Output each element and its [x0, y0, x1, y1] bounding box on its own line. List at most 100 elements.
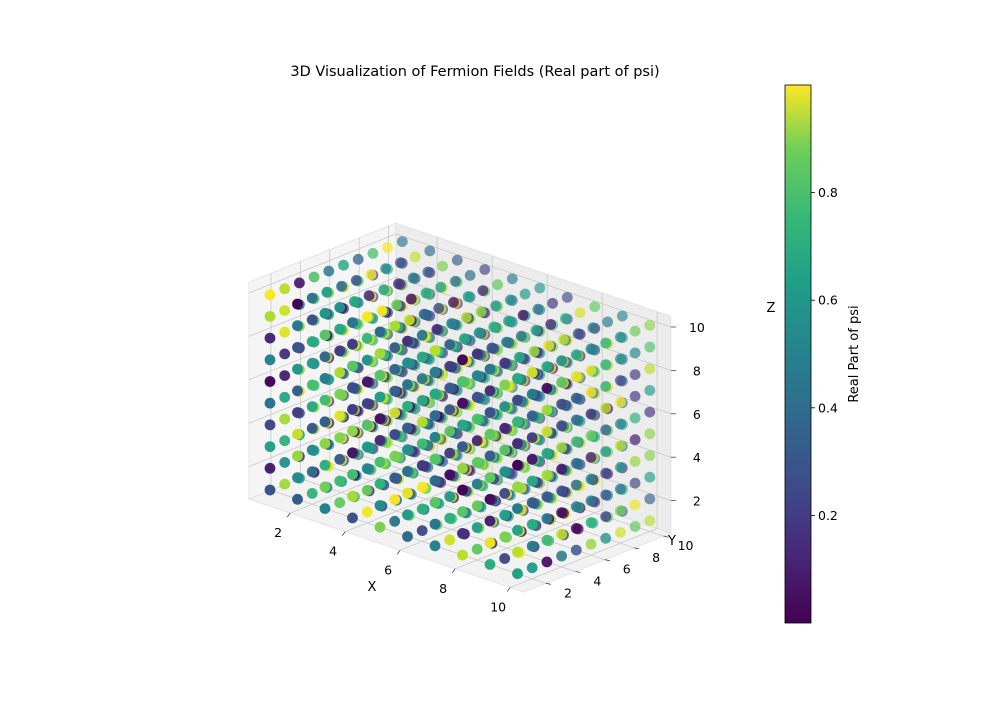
scatter-point: [437, 260, 448, 272]
scatter-point: [499, 444, 511, 456]
scatter-point: [471, 413, 483, 425]
scatter-point: [429, 345, 441, 356]
scatter-point: [644, 385, 656, 396]
grid-line: [248, 233, 397, 294]
y-tick-label-mark: [545, 582, 552, 585]
scatter-point: [306, 422, 318, 434]
scatter-point: [600, 402, 612, 414]
scatter-point: [574, 307, 586, 318]
scatter-point: [644, 319, 656, 331]
scatter-point: [585, 365, 597, 376]
x-tick-label: 10: [490, 600, 506, 615]
scatter-point: [374, 521, 386, 533]
scatter-point: [279, 478, 291, 490]
scatter-point: [644, 493, 656, 505]
scatter-point: [416, 416, 428, 428]
grid-line: [248, 363, 397, 424]
scatter-point: [484, 559, 496, 570]
scatter-point: [319, 459, 331, 471]
x-tick-label: 2: [274, 525, 282, 540]
scatter-point: [471, 500, 483, 512]
scatter-point: [526, 497, 538, 509]
scatter-point: [374, 369, 386, 381]
scatter-point: [279, 348, 291, 360]
scatter-point: [629, 521, 641, 532]
scatter-point: [416, 351, 428, 363]
scatter-point: [526, 540, 538, 552]
scatter-point: [541, 404, 553, 416]
scatter-point: [600, 381, 612, 392]
scatter-point: [444, 404, 456, 416]
scatter-point: [644, 363, 656, 375]
scatter-point: [471, 391, 483, 403]
scatter-point: [585, 538, 597, 550]
scatter-point: [409, 251, 421, 263]
scatter-point: [457, 376, 468, 387]
x-tick-label-mark: [286, 512, 291, 518]
scatter-point: [264, 354, 276, 366]
scatter-point: [512, 503, 523, 514]
scatter-point: [306, 488, 318, 499]
scatter-point: [308, 271, 320, 283]
scatter-point: [600, 532, 612, 544]
scatter-point: [391, 299, 402, 311]
scatter-point: [361, 311, 373, 323]
z-tick-label: 4: [693, 450, 701, 465]
scatter-point: [334, 388, 346, 400]
scatter-point: [347, 404, 358, 415]
scatter-point: [556, 463, 567, 475]
grid-line: [248, 277, 397, 337]
scatter-point: [602, 316, 613, 328]
scatter-point: [361, 333, 373, 344]
scatter-point: [512, 459, 523, 471]
colorbar-tick-label: 0.4: [818, 400, 838, 415]
scatter-point: [615, 527, 626, 538]
scatter-point: [380, 263, 392, 274]
scatter-point: [526, 410, 538, 422]
scatter-point: [347, 490, 358, 502]
scatter-point: [393, 278, 404, 290]
scatter-point: [541, 426, 553, 438]
scatter-point: [499, 531, 511, 543]
scatter-point: [451, 254, 463, 266]
scatter-point: [512, 524, 523, 536]
z-tick-label: 2: [693, 494, 701, 509]
scatter-point: [556, 550, 567, 562]
scatter-point: [484, 385, 496, 397]
scatter-point: [499, 357, 511, 369]
scatter-point: [279, 370, 291, 381]
scatter-point: [347, 382, 358, 394]
scatter-point: [363, 290, 375, 301]
scatter-point: [334, 475, 346, 487]
scatter-point: [556, 442, 567, 453]
scatter-point: [460, 312, 472, 323]
scatter-point: [431, 324, 443, 335]
scatter-point: [402, 509, 413, 521]
scatter-point: [374, 478, 386, 490]
scatter-point: [471, 543, 483, 555]
y-axis-label: Y: [667, 534, 676, 549]
scatter-point: [570, 414, 582, 426]
scatter-point: [334, 367, 346, 378]
scatter-point: [389, 450, 401, 462]
scatter-point: [319, 373, 331, 384]
scatter-point: [334, 323, 346, 335]
scatter-point: [319, 503, 331, 514]
scatter-point: [629, 456, 641, 467]
scatter-point: [374, 435, 386, 446]
scatter-point: [615, 505, 626, 517]
scatter-point: [506, 273, 518, 285]
scatter-point: [264, 419, 276, 431]
scatter-point: [378, 284, 390, 296]
scatter-point: [541, 448, 553, 459]
scatter-point: [429, 540, 441, 552]
scatter-point: [319, 481, 331, 493]
scatter-point: [519, 288, 531, 300]
scatter-point: [444, 469, 456, 481]
scatter-point: [374, 391, 386, 403]
colorbar-tick-label: 0.8: [818, 185, 838, 200]
scatter-point: [319, 394, 331, 406]
scatter-point: [543, 340, 555, 351]
scatter-point: [416, 460, 428, 471]
scatter-point: [600, 359, 612, 371]
